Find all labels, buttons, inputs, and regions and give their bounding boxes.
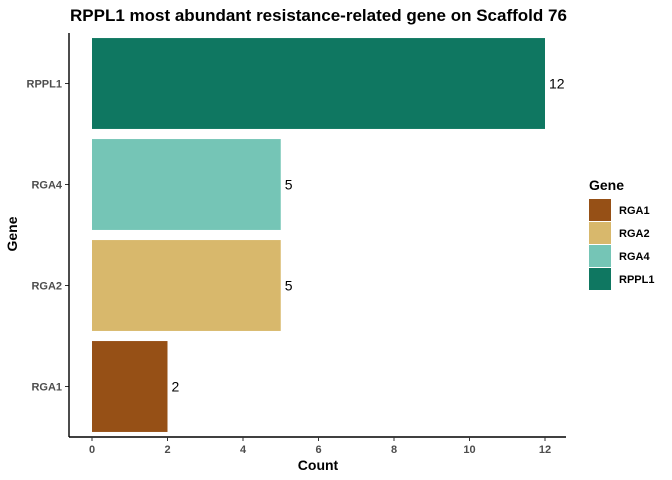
- bar-rga2: [92, 240, 281, 331]
- legend: Gene RGA1 RGA2 RGA4 RPPL1: [589, 177, 654, 290]
- data-label-rga1: 2: [172, 379, 180, 395]
- x-tick-label: 4: [240, 444, 247, 456]
- x-tick-label: 6: [315, 444, 321, 456]
- y-tick-label-rga1: RGA1: [31, 382, 62, 394]
- x-tick-label: 12: [539, 444, 551, 456]
- bars-layer: [92, 38, 545, 432]
- legend-swatch-rppl1: [589, 268, 611, 290]
- bar-rga1: [92, 341, 168, 432]
- x-tick-label: 2: [164, 444, 170, 456]
- legend-label-rga4: RGA4: [619, 251, 650, 263]
- data-label-rppl1: 12: [549, 76, 565, 92]
- x-tick-label: 8: [391, 444, 397, 456]
- x-tick-label: 0: [89, 444, 95, 456]
- y-tick-label-rppl1: RPPL1: [27, 79, 62, 91]
- y-tick-label-rga2: RGA2: [31, 281, 62, 293]
- bar-rppl1: [92, 38, 545, 129]
- legend-swatch-rga1: [589, 199, 611, 221]
- axes-layer: RGA1 RGA2 RGA4 RPPL1 0 2 4 6 8 10 12: [27, 33, 566, 456]
- legend-swatch-rga2: [589, 222, 611, 244]
- legend-swatch-rga4: [589, 245, 611, 267]
- data-label-rga2: 5: [285, 278, 293, 294]
- legend-label-rga2: RGA2: [619, 228, 650, 240]
- y-tick-label-rga4: RGA4: [31, 180, 62, 192]
- chart-title: RPPL1 most abundant resistance-related g…: [70, 6, 567, 25]
- legend-title: Gene: [589, 177, 624, 193]
- legend-label-rppl1: RPPL1: [619, 274, 654, 286]
- x-tick-label: 10: [463, 444, 475, 456]
- data-label-rga4: 5: [285, 177, 293, 193]
- data-labels-layer: 2 5 5 12: [172, 76, 565, 395]
- legend-label-rga1: RGA1: [619, 205, 650, 217]
- bar-rga4: [92, 139, 281, 230]
- y-axis-title: Gene: [4, 216, 20, 251]
- x-axis-title: Count: [298, 457, 339, 473]
